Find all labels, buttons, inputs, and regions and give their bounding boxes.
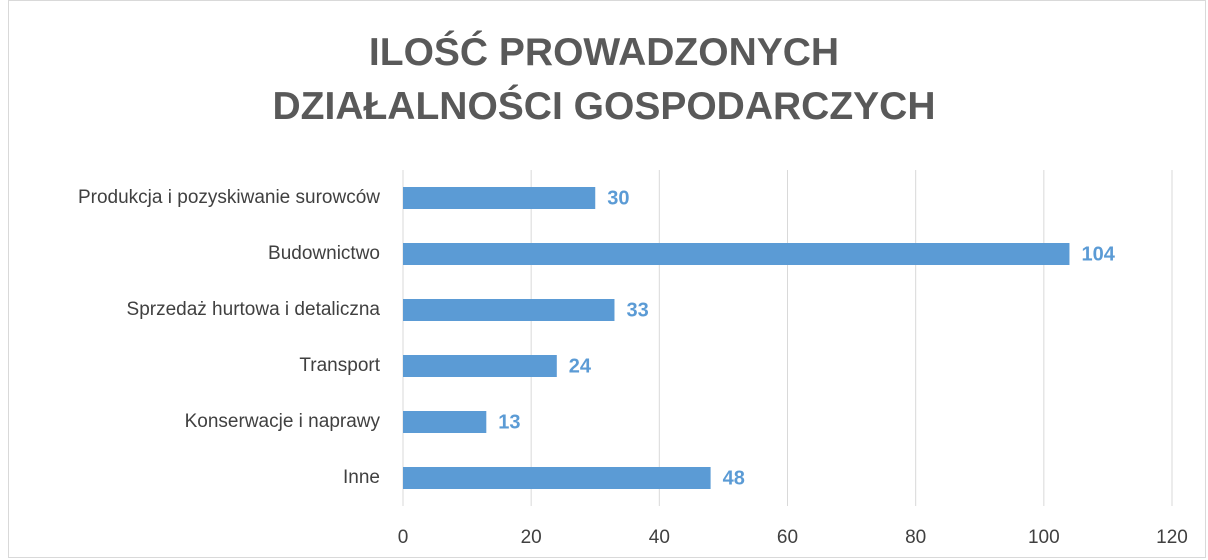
data-label: 33 [626, 299, 648, 321]
y-tick-label: Transport [299, 355, 380, 376]
bar [403, 243, 1070, 265]
y-tick-label: Inne [343, 467, 380, 488]
x-tick-label: 40 [649, 527, 670, 548]
x-tick-label: 20 [521, 527, 542, 548]
y-tick-label: Sprzedaż hurtowa i detaliczna [127, 299, 381, 320]
bar [403, 411, 487, 433]
y-tick-label: Konserwacje i naprawy [185, 411, 381, 432]
bar [403, 187, 596, 209]
data-label: 24 [569, 355, 592, 377]
data-label: 30 [607, 187, 629, 209]
data-label: 48 [723, 467, 745, 489]
x-tick-label: 80 [905, 527, 926, 548]
bar [403, 299, 615, 321]
data-label: 104 [1081, 243, 1115, 265]
x-tick-label: 0 [398, 527, 409, 548]
data-label: 13 [498, 411, 520, 433]
x-tick-label: 100 [1028, 527, 1060, 548]
bar [403, 467, 711, 489]
y-tick-label: Budownictwo [268, 243, 380, 264]
x-tick-label: 60 [777, 527, 798, 548]
bar [403, 355, 557, 377]
chart-title: ILOŚĆ PROWADZONYCH DZIAŁALNOŚCI GOSPODAR… [272, 31, 936, 128]
x-tick-label: 120 [1156, 527, 1188, 548]
y-tick-label: Produkcja i pozyskiwanie surowców [78, 187, 380, 208]
chart-frame [8, 0, 1206, 558]
